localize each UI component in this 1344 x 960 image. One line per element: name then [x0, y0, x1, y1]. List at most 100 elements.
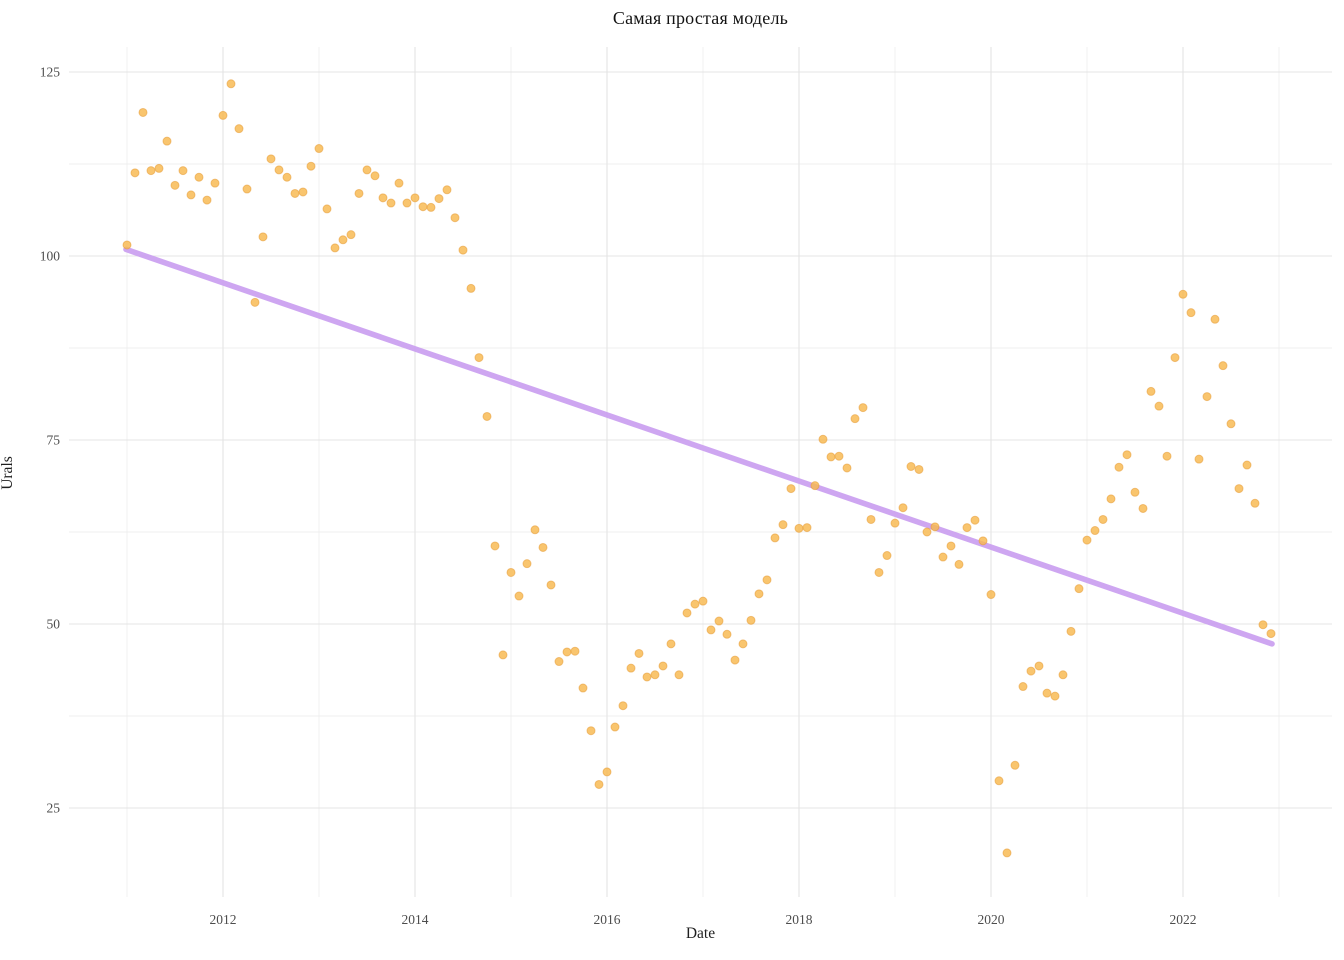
data-point	[610, 722, 620, 732]
data-point	[1034, 661, 1044, 671]
data-point	[514, 591, 524, 601]
data-point	[578, 683, 588, 693]
data-point	[1234, 484, 1244, 494]
data-point	[850, 414, 860, 424]
data-point	[298, 187, 308, 197]
data-point	[234, 124, 244, 134]
y-tick-label: 125	[40, 65, 61, 80]
data-point	[906, 461, 916, 471]
data-point	[602, 767, 612, 777]
data-point	[402, 198, 412, 208]
data-point	[834, 451, 844, 461]
data-point	[842, 463, 852, 473]
data-point	[1082, 535, 1092, 545]
data-point	[1154, 401, 1164, 411]
data-point	[1194, 454, 1204, 464]
data-point	[498, 650, 508, 660]
data-point	[986, 590, 996, 600]
y-tick-label: 100	[40, 249, 61, 264]
data-point	[1010, 760, 1020, 770]
data-point	[914, 464, 924, 474]
data-point	[1266, 629, 1276, 639]
data-point	[138, 107, 148, 117]
data-point	[1258, 620, 1268, 630]
data-point	[346, 230, 356, 240]
data-point	[258, 232, 268, 242]
data-point	[922, 527, 932, 537]
data-point	[770, 533, 780, 543]
data-point	[442, 185, 452, 195]
data-point	[594, 779, 604, 789]
data-point	[698, 596, 708, 606]
y-tick-label: 50	[47, 617, 61, 632]
x-tick-label: 2022	[1170, 912, 1197, 927]
data-point	[466, 283, 476, 293]
data-point	[450, 213, 460, 223]
data-point	[754, 589, 764, 599]
data-point	[290, 188, 300, 198]
data-point	[458, 245, 468, 255]
data-point	[650, 670, 660, 680]
data-point	[354, 188, 364, 198]
data-point	[762, 575, 772, 585]
data-point	[1162, 451, 1172, 461]
data-point	[218, 110, 228, 120]
data-point	[474, 353, 484, 363]
data-point	[666, 639, 676, 649]
x-axis-title: Date	[685, 925, 716, 942]
data-point	[690, 599, 700, 609]
data-point	[802, 523, 812, 533]
data-point	[554, 657, 564, 667]
data-point	[970, 515, 980, 525]
data-point	[586, 726, 596, 736]
data-point	[1066, 626, 1076, 636]
data-point	[1058, 670, 1068, 680]
data-point	[786, 484, 796, 494]
data-point	[274, 165, 284, 175]
data-point	[1146, 386, 1156, 396]
data-point	[714, 616, 724, 626]
data-point	[410, 193, 420, 203]
data-point	[570, 646, 580, 656]
data-point	[426, 202, 436, 212]
data-point	[1250, 498, 1260, 508]
data-point	[1018, 682, 1028, 692]
data-point	[202, 195, 212, 205]
data-point	[738, 639, 748, 649]
x-tick-label: 2012	[210, 912, 237, 927]
data-point	[1202, 392, 1212, 402]
data-point	[1130, 487, 1140, 497]
data-point	[706, 625, 716, 635]
data-point	[250, 297, 260, 307]
data-point	[1026, 666, 1036, 676]
data-point	[386, 198, 396, 208]
data-point	[1210, 314, 1220, 324]
data-point	[642, 672, 652, 682]
data-point	[938, 552, 948, 562]
data-point	[242, 184, 252, 194]
data-point	[314, 144, 324, 154]
data-point	[170, 180, 180, 190]
data-point	[562, 647, 572, 657]
data-point	[1226, 419, 1236, 429]
data-point	[1090, 526, 1100, 536]
x-tick-label: 2020	[978, 912, 1005, 927]
data-point	[746, 615, 756, 625]
data-point	[1242, 460, 1252, 470]
data-point	[890, 518, 900, 528]
data-point	[1050, 691, 1060, 701]
data-point	[322, 204, 332, 214]
data-point	[1170, 353, 1180, 363]
data-point	[338, 235, 348, 245]
data-point	[778, 520, 788, 530]
x-tick-label: 2016	[594, 912, 621, 927]
data-point	[794, 523, 804, 533]
data-point	[858, 403, 868, 413]
data-point	[1106, 494, 1116, 504]
data-point	[1114, 462, 1124, 472]
data-point	[874, 567, 884, 577]
data-point	[434, 194, 444, 204]
data-point	[722, 629, 732, 639]
data-point	[994, 776, 1004, 786]
